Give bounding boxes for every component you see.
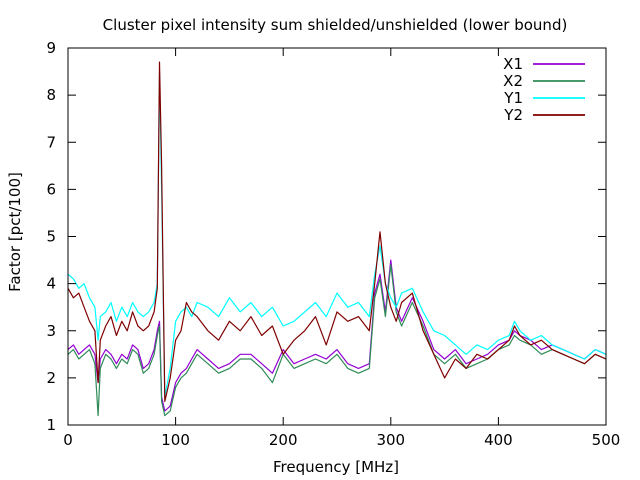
- series-line-x1: [67, 259, 607, 412]
- plot-frame: [67, 47, 607, 426]
- x-axis-title: Frequency [MHz]: [273, 458, 399, 476]
- y-tick-label: 4: [46, 275, 56, 293]
- series-line-y1: [67, 75, 607, 398]
- plot-lines: [67, 61, 607, 417]
- axis-ticks: 0 100 200 300 400 500 1 2 3 4 5 6 7 8 9: [46, 39, 620, 449]
- x-tick-label: 500: [592, 431, 621, 449]
- y-tick-label: 6: [46, 180, 56, 198]
- y-tick-label: 5: [46, 228, 56, 246]
- y-tick-label: 7: [46, 133, 56, 151]
- y-tick-label: 1: [46, 416, 56, 434]
- y-tick-label: 2: [46, 369, 56, 387]
- legend-label-y1: Y1: [503, 89, 523, 107]
- legend-label-x2: X2: [503, 72, 523, 90]
- legend-label-x1: X1: [503, 55, 523, 73]
- legend-label-y2: Y2: [503, 106, 523, 124]
- x-tick-label: 400: [484, 431, 513, 449]
- chart-title: Cluster pixel intensity sum shielded/uns…: [103, 16, 568, 34]
- x-tick-label: 100: [161, 431, 190, 449]
- y-tick-label: 3: [46, 322, 56, 340]
- y-tick-label: 9: [46, 39, 56, 57]
- series-line-y2: [67, 61, 607, 402]
- x-tick-label: 200: [269, 431, 298, 449]
- y-axis-title: Factor [pct/100]: [6, 172, 24, 292]
- x-tick-label: 0: [63, 431, 73, 449]
- y-tick-label: 8: [46, 86, 56, 104]
- x-tick-label: 300: [376, 431, 405, 449]
